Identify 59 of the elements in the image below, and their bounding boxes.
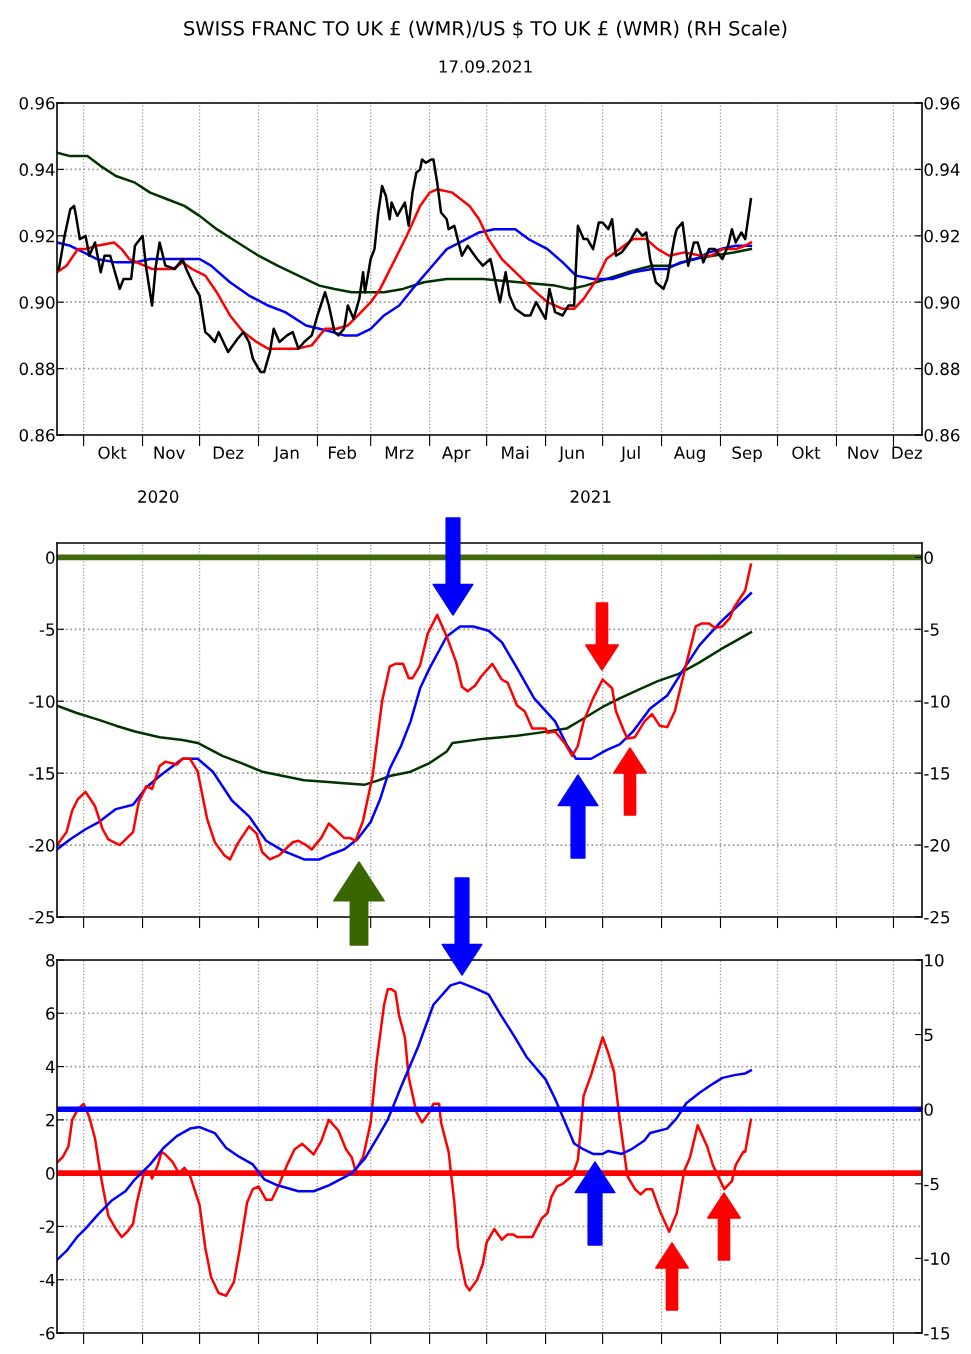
y-tick-label: 0.92 <box>19 229 54 243</box>
text: 2020 <box>138 490 179 503</box>
y-tick-label: -4 <box>39 1273 55 1287</box>
y2-tick-label: -10 <box>924 695 950 708</box>
y-tick-label: -20 <box>29 839 55 852</box>
x-tick-label: Okt <box>98 446 127 460</box>
y-tick-label: 0.96 <box>19 96 55 110</box>
y-tick-label: 4 <box>45 1060 55 1073</box>
y-tick-label: 8 <box>46 953 55 967</box>
y2-tick-label: 0 <box>924 1103 933 1116</box>
y-tick-label: -15 <box>29 767 55 780</box>
y2-tick-label: -5 <box>924 1177 939 1191</box>
y2-tick-label: -15 <box>924 767 950 780</box>
x-tick-label: Jan <box>273 446 299 463</box>
y2-tick-label: 0.92 <box>924 229 959 243</box>
x-tick-label: Mrz <box>385 446 414 459</box>
x-tick-label: Okt <box>792 446 821 460</box>
y2-tick-label: 0 <box>924 551 933 564</box>
y-tick-label: -25 <box>29 910 55 924</box>
text: 2021 <box>570 490 611 503</box>
y2-tick-label: 0.90 <box>924 296 960 309</box>
y-tick-label: 0.88 <box>19 362 55 376</box>
y2-tick-label: 10 <box>925 953 944 967</box>
x-tick-label: Nov <box>848 446 879 460</box>
y-tick-label: -2 <box>39 1220 54 1233</box>
y-tick-label: 0.94 <box>19 163 55 176</box>
line-series <box>57 188 753 350</box>
y2-tick-label: -5 <box>924 623 939 636</box>
chart-title: SWISS FRANC TO UK £ (WMR)/US $ TO UK £ (WMR) (RH Scale) <box>184 20 787 39</box>
x-tick-label: Feb <box>329 446 357 460</box>
y2-tick-label: 0.88 <box>924 362 960 376</box>
y2-tick-label: 0.86 <box>924 428 960 442</box>
x-tick-label: Apr <box>441 446 471 463</box>
y-tick-label: 0.90 <box>19 296 55 309</box>
x-tick-label: Aug <box>673 446 705 463</box>
y2-tick-label: -25 <box>924 910 950 924</box>
y2-tick-label: -15 <box>924 1327 950 1340</box>
y2-tick-label: -10 <box>924 1252 950 1265</box>
line-series <box>57 630 753 786</box>
y2-tick-label: -20 <box>924 839 950 852</box>
x-tick-label: Sep <box>732 446 762 463</box>
chart-subtitle: 17.09.2021 <box>439 60 532 73</box>
y2-tick-label: 0.94 <box>924 163 960 176</box>
x-tick-label: Nov <box>154 446 185 460</box>
y-tick-label: -5 <box>39 623 55 636</box>
y2-tick-label: 0.96 <box>924 96 960 110</box>
y2-tick-label: 5 <box>924 1028 933 1042</box>
x-tick-label: Dez <box>213 446 244 460</box>
y-tick-label: 0.86 <box>19 428 55 442</box>
y-tick-label: 0 <box>46 551 55 564</box>
y-tick-label: 0 <box>46 1167 55 1180</box>
x-tick-label: Dez <box>892 446 922 460</box>
y-tick-label: -10 <box>29 695 55 708</box>
x-tick-label: Jun <box>558 446 584 463</box>
y-tick-label: 6 <box>46 1007 55 1020</box>
y-tick-label: -6 <box>39 1326 55 1340</box>
x-tick-label: Mai <box>502 446 529 460</box>
y-tick-label: 2 <box>46 1113 54 1127</box>
x-tick-label: Jul <box>620 446 640 463</box>
